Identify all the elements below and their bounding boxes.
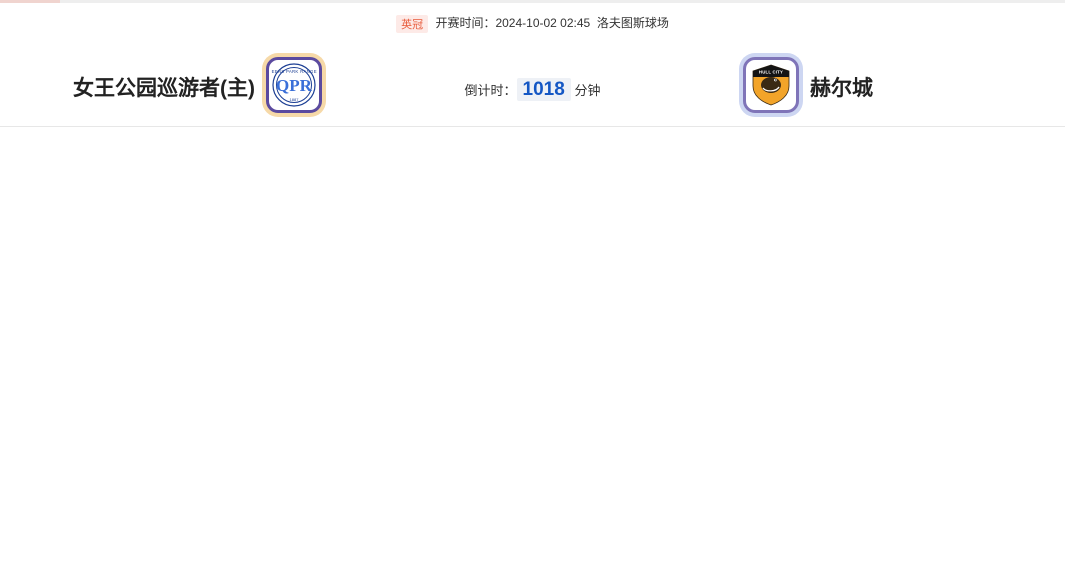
svg-text:QUEENS PARK RANGERS: QUEENS PARK RANGERS — [271, 69, 317, 74]
svg-text:HULL CITY: HULL CITY — [759, 70, 783, 75]
